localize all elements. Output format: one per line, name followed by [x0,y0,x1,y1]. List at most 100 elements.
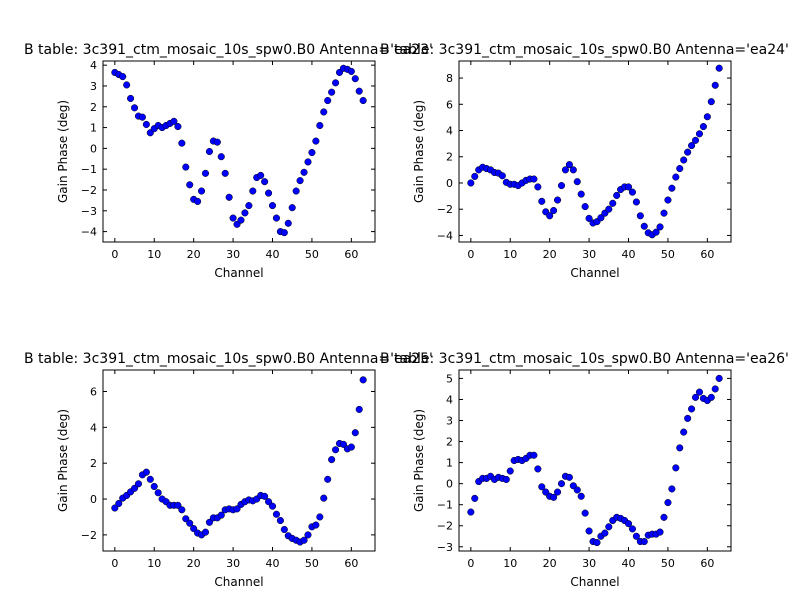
subplot-2: B table: 3c391_ctm_mosaic_10s_spw0.B0 An… [380,42,789,280]
data-point [249,187,257,195]
y-axis-label: Gain Phase (deg) [56,409,70,512]
data-point [217,153,225,161]
data-series [111,376,367,546]
data-point [115,499,123,508]
axes-frame [102,369,376,552]
y-axis-label: Gain Phase (deg) [56,100,70,203]
y-tick-label: 3 [90,80,97,93]
data-point [640,222,648,230]
y-tick-label: 4 [446,125,453,138]
x-tick-label: 30 [226,557,240,570]
data-point [142,120,150,129]
data-point [272,510,280,518]
data-point [577,190,585,198]
x-tick-label: 40 [266,248,280,261]
data-point [624,183,633,191]
y-tick-label: 0 [446,478,453,491]
data-point [561,166,569,174]
data-point [268,202,277,210]
x-tick-label: 10 [503,557,517,570]
chart-title: B table: 3c391_ctm_mosaic_10s_spw0.B0 An… [380,351,789,367]
x-tick-label: 60 [344,248,358,261]
axes-frame [102,60,376,243]
data-point [691,393,700,401]
data-point [272,214,280,222]
data-point [557,480,566,488]
data-point [565,161,573,169]
data-point [261,178,269,186]
y-tick-label: −1 [437,499,453,512]
data-point [636,212,644,220]
data-point [328,456,336,464]
data-point [680,156,688,164]
data-point [186,519,194,527]
data-point [154,489,162,497]
data-point [632,532,640,540]
y-tick-label: −3 [437,541,453,554]
chart-title: B table: 3c391_ctm_mosaic_10s_spw0.B0 An… [24,42,433,58]
data-point [467,179,475,187]
data-point [664,196,672,204]
data-point [146,475,154,483]
x-tick-label: 0 [467,248,474,261]
data-point [201,169,210,177]
data-point [632,198,640,206]
data-point [241,209,249,217]
data-point [695,388,704,396]
data-point [265,189,273,197]
data-point [699,123,707,131]
axes-frame [458,369,732,552]
data-point [268,502,277,510]
data-point [320,108,328,116]
data-point [688,405,696,413]
y-tick-label: −2 [81,529,97,542]
data-point [205,147,213,156]
data-point [119,73,127,81]
x-tick-label: 10 [147,248,161,261]
y-tick-label: 1 [446,457,453,470]
data-point [359,376,367,384]
x-tick-label: 0 [111,248,118,261]
x-tick-label: 10 [503,248,517,261]
data-point [601,529,609,537]
y-tick-label: 8 [446,72,453,85]
data-point [711,385,719,393]
data-point [506,467,514,475]
data-point [554,488,562,496]
data-point [577,492,585,500]
data-point [347,67,355,75]
data-point [170,117,178,125]
data-point [320,494,328,502]
y-tick-label: 4 [446,393,453,406]
x-tick-label: 30 [582,248,596,261]
data-point [359,96,367,105]
data-point [304,158,312,166]
data-point [676,165,684,173]
data-point [130,104,139,112]
y-tick-label: −2 [437,203,453,216]
data-point [688,142,696,150]
data-point [198,187,206,195]
data-point [557,182,566,190]
data-point [530,175,538,183]
data-point [316,513,324,521]
data-point [276,516,284,525]
data-point [245,202,253,210]
data-point [652,228,660,236]
subplot-4: B table: 3c391_ctm_mosaic_10s_spw0.B0 An… [380,351,789,589]
data-point [660,513,668,521]
data-point [351,75,359,83]
data-point [471,172,479,180]
data-point [605,523,613,531]
x-tick-label: 0 [467,557,474,570]
data-point [261,492,269,500]
y-tick-label: 2 [446,151,453,164]
data-point [581,509,589,517]
data-point [339,440,348,448]
data-point [609,199,617,207]
data-series [467,374,723,547]
data-point [194,197,202,205]
x-tick-label: 20 [187,557,201,570]
data-point [190,525,198,533]
data-point [668,184,676,192]
